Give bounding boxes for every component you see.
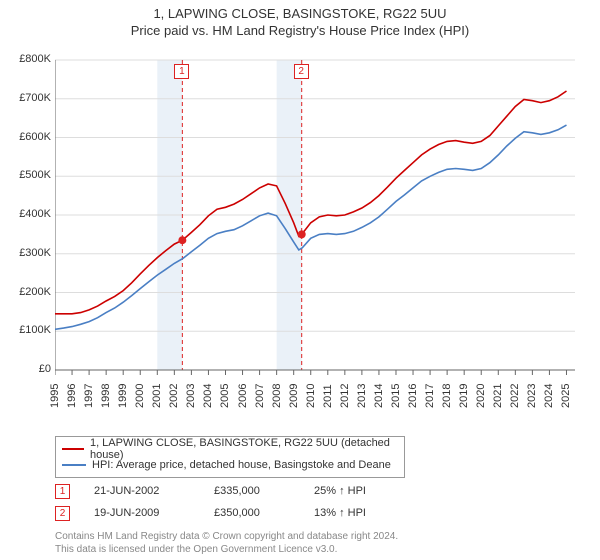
x-axis-label: 2002 — [168, 384, 180, 408]
legend-swatch — [62, 448, 84, 450]
x-axis-label: 2011 — [322, 384, 334, 408]
chart-plot-area: 12 — [55, 50, 575, 390]
x-axis-label: 1997 — [83, 384, 95, 408]
x-axis-label: 2022 — [509, 384, 521, 408]
x-axis-label: 1999 — [117, 384, 129, 408]
x-axis-label: 2019 — [458, 384, 470, 408]
x-axis-label: 2004 — [202, 384, 214, 408]
x-axis-label: 1998 — [100, 384, 112, 408]
footer-line: This data is licensed under the Open Gov… — [55, 543, 398, 556]
footer-line: Contains HM Land Registry data © Crown c… — [55, 530, 398, 543]
y-axis-label: £700K — [19, 92, 51, 104]
y-axis-label: £200K — [19, 286, 51, 298]
x-axis-label: 2017 — [424, 384, 436, 408]
x-axis-label: 2018 — [441, 384, 453, 408]
legend-label: 1, LAPWING CLOSE, BASINGSTOKE, RG22 5UU … — [90, 437, 398, 461]
x-axis-label: 2010 — [305, 384, 317, 408]
x-axis-label: 2013 — [356, 384, 368, 408]
x-axis-label: 2009 — [288, 384, 300, 408]
legend-item: 1, LAPWING CLOSE, BASINGSTOKE, RG22 5UU … — [62, 441, 398, 457]
sale-date: 19-JUN-2009 — [94, 507, 214, 519]
x-axis-label: 2006 — [237, 384, 249, 408]
sale-price: £350,000 — [214, 507, 314, 519]
chart-subtitle: Price paid vs. HM Land Registry's House … — [0, 21, 600, 44]
sale-marker-icon: 2 — [55, 506, 70, 521]
x-axis-label: 2021 — [492, 384, 504, 408]
x-axis-label: 2003 — [185, 384, 197, 408]
legend: 1, LAPWING CLOSE, BASINGSTOKE, RG22 5UU … — [55, 436, 405, 478]
y-axis-label: £600K — [19, 131, 51, 143]
chart-container: 1, LAPWING CLOSE, BASINGSTOKE, RG22 5UU … — [0, 0, 600, 560]
x-axis-label: 2014 — [373, 384, 385, 408]
y-axis-label: £100K — [19, 324, 51, 336]
sales-list: 1 21-JUN-2002 £335,000 25% ↑ HPI 2 19-JU… — [55, 480, 414, 524]
x-axis-label: 2023 — [526, 384, 538, 408]
sale-row: 2 19-JUN-2009 £350,000 13% ↑ HPI — [55, 502, 414, 524]
chart-header-marker: 1 — [174, 64, 189, 79]
x-axis-label: 2025 — [560, 384, 572, 408]
legend-item: HPI: Average price, detached house, Basi… — [62, 457, 398, 473]
x-axis-label: 2001 — [151, 384, 163, 408]
x-axis-label: 2005 — [219, 384, 231, 408]
x-axis-label: 2000 — [134, 384, 146, 408]
footer-attribution: Contains HM Land Registry data © Crown c… — [55, 530, 398, 556]
chart-title: 1, LAPWING CLOSE, BASINGSTOKE, RG22 5UU — [0, 0, 600, 21]
x-axis-label: 2016 — [407, 384, 419, 408]
x-axis-label: 1996 — [66, 384, 78, 408]
y-axis-label: £300K — [19, 247, 51, 259]
chart-svg — [55, 50, 575, 390]
x-axis-label: 2007 — [254, 384, 266, 408]
sale-date: 21-JUN-2002 — [94, 485, 214, 497]
legend-swatch — [62, 464, 86, 466]
sale-row: 1 21-JUN-2002 £335,000 25% ↑ HPI — [55, 480, 414, 502]
sale-delta: 13% ↑ HPI — [314, 507, 414, 519]
y-axis-label: £800K — [19, 53, 51, 65]
x-axis-label: 2024 — [543, 384, 555, 408]
x-axis-label: 2012 — [339, 384, 351, 408]
y-axis-label: £0 — [39, 363, 51, 375]
y-axis-label: £500K — [19, 169, 51, 181]
sale-price: £335,000 — [214, 485, 314, 497]
sale-marker-icon: 1 — [55, 484, 70, 499]
x-axis-label: 1995 — [49, 384, 61, 408]
x-axis-label: 2020 — [475, 384, 487, 408]
chart-header-marker: 2 — [294, 64, 309, 79]
legend-label: HPI: Average price, detached house, Basi… — [92, 459, 391, 471]
x-axis-label: 2008 — [271, 384, 283, 408]
y-axis-label: £400K — [19, 208, 51, 220]
sale-delta: 25% ↑ HPI — [314, 485, 414, 497]
x-axis-label: 2015 — [390, 384, 402, 408]
